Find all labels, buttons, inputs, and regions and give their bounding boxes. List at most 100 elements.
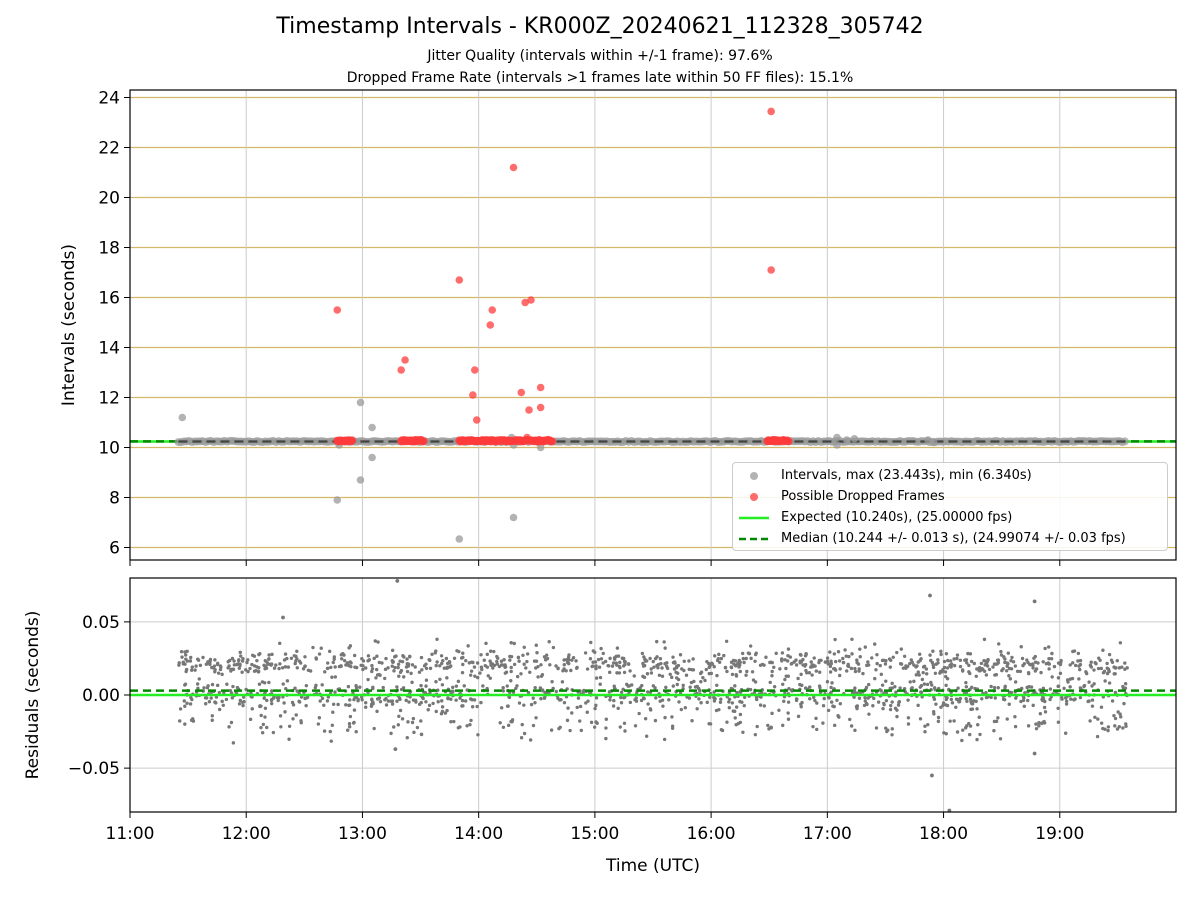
residual-point [863, 695, 867, 700]
residual-point [345, 661, 350, 665]
residual-point [753, 659, 757, 664]
residual-point [670, 715, 674, 719]
residual-point [230, 696, 235, 700]
residual-point [658, 657, 663, 661]
residual-point [952, 663, 957, 668]
residual-point [938, 669, 943, 674]
residual-point [402, 675, 406, 679]
residual-point [1052, 664, 1057, 669]
residual-point [366, 659, 370, 663]
residual-point [260, 731, 265, 735]
residual-point [724, 639, 729, 643]
residual-point [1124, 724, 1128, 728]
residual-point [509, 679, 513, 683]
residual-point [384, 703, 389, 707]
residual-point [1078, 658, 1083, 663]
residual-point [207, 661, 212, 666]
residual-point [910, 660, 914, 664]
y-tick-label: 0.05 [82, 613, 120, 633]
residual-point [356, 699, 360, 703]
residual-point [490, 662, 495, 666]
residual-point [424, 684, 428, 688]
residual-point [486, 674, 490, 678]
residual-point [785, 659, 790, 663]
residual-point [929, 680, 933, 685]
residual-point [623, 662, 627, 667]
residual-point [632, 674, 636, 678]
residual-point [347, 725, 352, 729]
residual-point [661, 704, 665, 708]
residual-point [1043, 646, 1047, 651]
residual-point [770, 711, 774, 716]
residual-point [449, 720, 453, 724]
residual-point [1056, 684, 1061, 688]
residual-point [440, 705, 445, 709]
residual-point [329, 665, 333, 670]
residual-point [539, 663, 543, 667]
residual-point [372, 726, 376, 731]
residual-point [1028, 662, 1032, 667]
residual-point [250, 662, 254, 667]
residual-point [825, 656, 830, 660]
residual-point [916, 670, 920, 674]
residual-point [643, 657, 647, 661]
residual-point [1068, 685, 1072, 689]
residual-point [1050, 651, 1054, 656]
residual-point [592, 725, 597, 729]
residual-point [730, 672, 735, 677]
residual-point [1047, 656, 1051, 661]
residual-point [746, 651, 751, 655]
residual-point [323, 670, 327, 674]
residual-point [923, 724, 927, 728]
residual-point [1089, 665, 1094, 669]
residual-point [1101, 726, 1105, 731]
residual-point [562, 700, 567, 705]
residual-point [452, 656, 457, 661]
residual-point [969, 659, 974, 664]
interval-outlier-point [842, 436, 851, 444]
residual-point [733, 684, 737, 688]
residual-point [252, 669, 257, 673]
residual-point [863, 645, 867, 649]
residual-point [612, 698, 616, 703]
residual-point [665, 666, 670, 671]
residual-point [560, 680, 565, 684]
residual-point [411, 716, 416, 721]
residual-point [406, 720, 410, 724]
residual-point [424, 666, 429, 671]
residual-point [742, 703, 746, 708]
residual-point [681, 683, 685, 688]
residual-point [420, 668, 424, 672]
residual-point [1099, 721, 1104, 725]
residual-point [846, 664, 850, 668]
residual-point [1110, 699, 1115, 703]
residual-point [881, 706, 885, 711]
residual-point [690, 719, 694, 723]
residual-point [1102, 669, 1107, 673]
residual-point [738, 669, 742, 674]
residual-point [1013, 724, 1018, 729]
dropped-frame-point [348, 436, 357, 445]
residual-point [679, 707, 684, 712]
residual-point [375, 654, 379, 658]
residual-point [410, 663, 415, 667]
residual-point [270, 652, 274, 657]
residual-point [283, 665, 288, 669]
residual-point [522, 703, 526, 707]
residual-point [855, 658, 859, 662]
residual-point [237, 702, 242, 706]
residual-point [435, 660, 439, 664]
residual-point [180, 655, 184, 659]
residual-point [639, 698, 644, 703]
residual-point [297, 659, 302, 663]
residual-point [1119, 715, 1123, 719]
dropped-frame-point [536, 383, 545, 392]
residual-point [397, 696, 402, 700]
residual-point [960, 738, 964, 743]
residual-point [1087, 680, 1091, 684]
residual-point [177, 661, 181, 665]
residual-point [467, 661, 472, 665]
residual-point [780, 657, 784, 661]
residual-point [715, 683, 719, 687]
residual-point [873, 642, 877, 646]
